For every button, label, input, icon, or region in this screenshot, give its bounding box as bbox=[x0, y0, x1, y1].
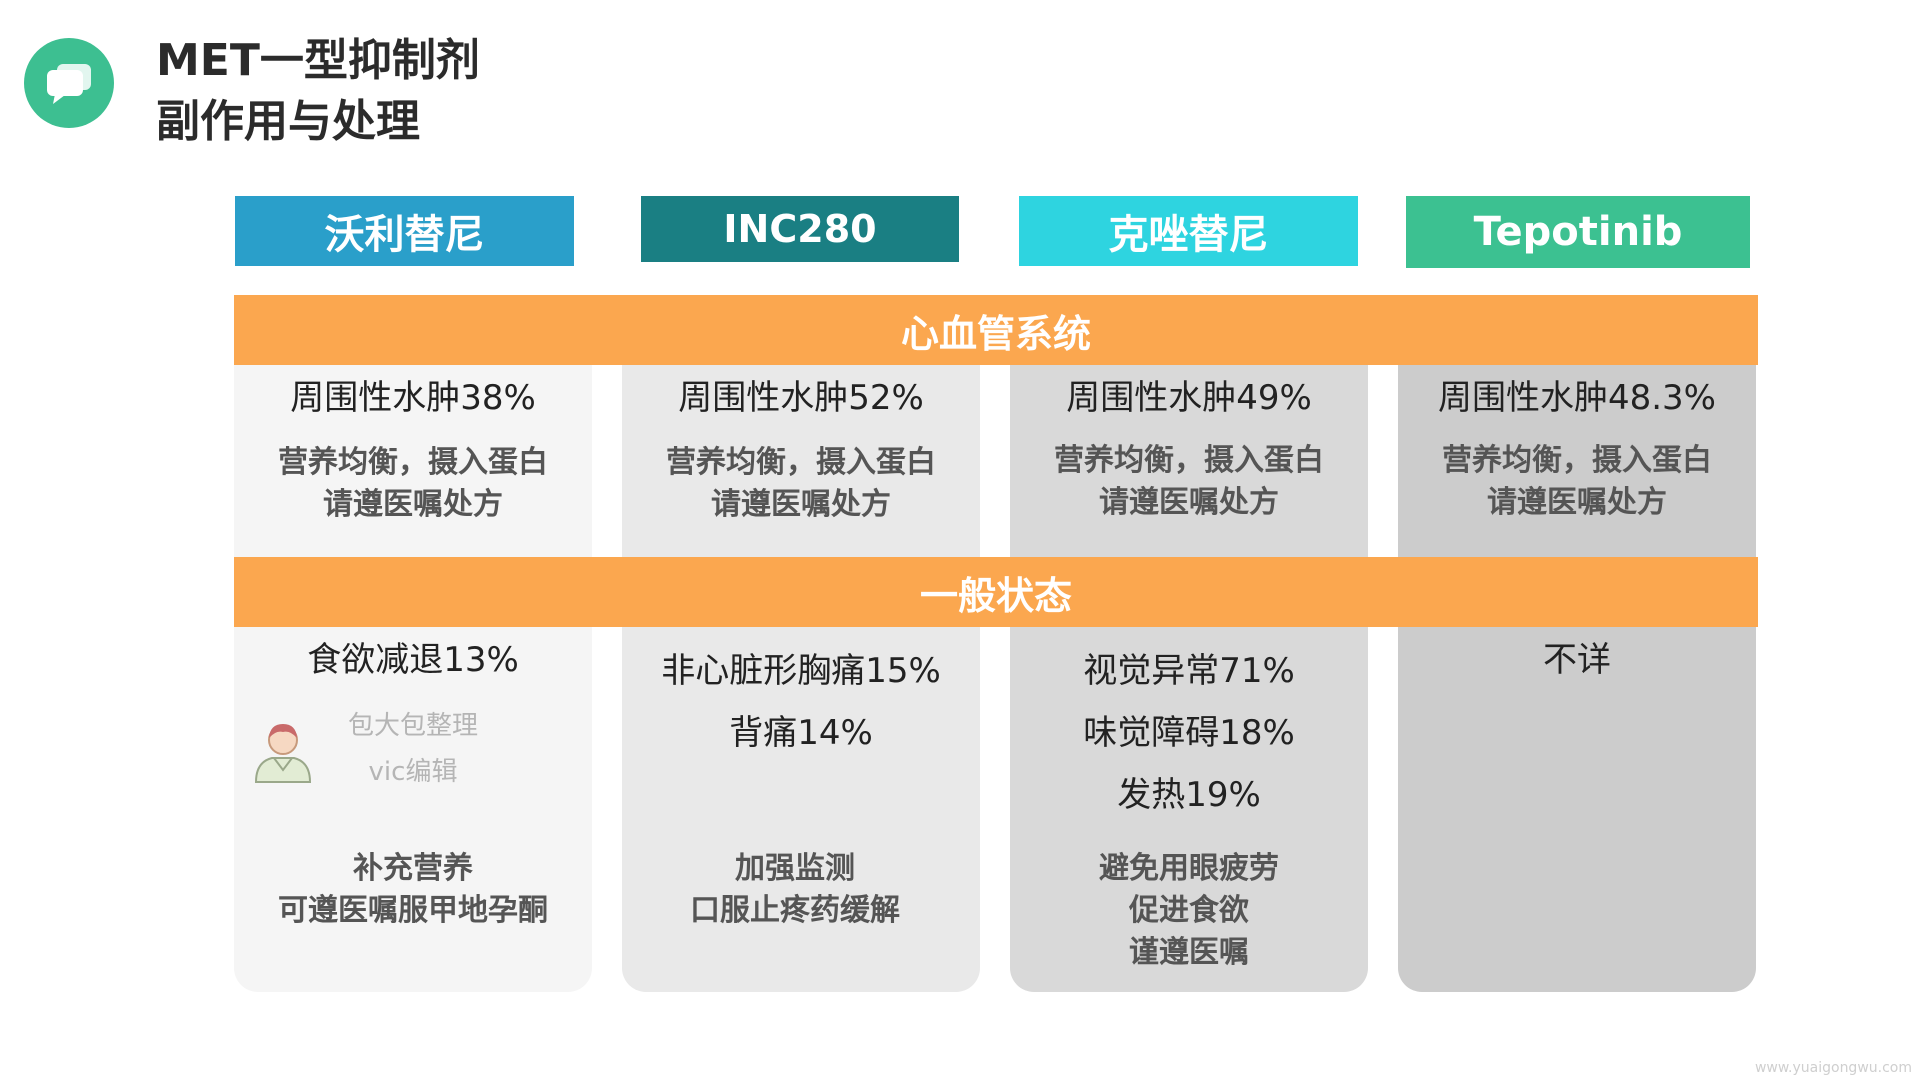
general-advice-crizotinib: 避免用眼疲劳 促进食欲 谨遵医嘱 bbox=[1010, 848, 1368, 974]
cardio-stat-volitinib: 周围性水肿38% bbox=[290, 378, 536, 418]
watermark-line-2: vic编辑 bbox=[368, 757, 458, 787]
advice-line: 营养均衡，摄入蛋白 bbox=[666, 445, 936, 480]
advice-line: 请遵医嘱处方 bbox=[1487, 485, 1667, 520]
advice-line: 可遵医嘱服甲地孕酮 bbox=[278, 893, 548, 928]
advice-line: 避免用眼疲劳 bbox=[1099, 851, 1279, 886]
page-title: MET一型抑制剂 副作用与处理 bbox=[156, 30, 480, 152]
title-line-2: 副作用与处理 bbox=[156, 96, 420, 147]
cardio-stat-inc280: 周围性水肿52% bbox=[678, 378, 924, 418]
stat-line: 不详 bbox=[1543, 640, 1611, 680]
section-band-cardiovascular: 心血管系统 bbox=[234, 295, 1758, 365]
advice-line: 加强监测 bbox=[735, 851, 855, 886]
advice-line: 口服止疼药缓解 bbox=[690, 893, 900, 928]
chat-bubble-icon bbox=[24, 38, 114, 128]
stat-line: 非心脏形胸痛15% bbox=[661, 651, 941, 691]
advice-line: 请遵医嘱处方 bbox=[1099, 485, 1279, 520]
advice-line: 请遵医嘱处方 bbox=[711, 487, 891, 522]
cardio-stat-tepotinib: 周围性水肿48.3% bbox=[1437, 378, 1716, 418]
column-header-crizotinib: 克唑替尼 bbox=[1019, 196, 1358, 266]
cardio-advice-volitinib: 营养均衡，摄入蛋白 请遵医嘱处方 bbox=[234, 442, 592, 526]
site-watermark: www.yuaigongwu.com bbox=[1754, 1060, 1912, 1076]
general-advice-inc280: 加强监测 口服止疼药缓解 bbox=[616, 848, 974, 932]
cardio-stat-crizotinib: 周围性水肿49% bbox=[1066, 378, 1312, 418]
advice-line: 请遵医嘱处方 bbox=[323, 487, 503, 522]
cardio-advice-inc280: 营养均衡，摄入蛋白 请遵医嘱处方 bbox=[622, 442, 980, 526]
general-stats-crizotinib: 视觉异常71% 味觉障碍18% 发热19% bbox=[1010, 640, 1368, 826]
cardio-advice-tepotinib: 营养均衡，摄入蛋白 请遵医嘱处方 bbox=[1398, 440, 1756, 524]
column-bg-tepotinib bbox=[1398, 360, 1756, 992]
advice-line: 营养均衡，摄入蛋白 bbox=[1442, 443, 1712, 478]
column-header-inc280: INC280 bbox=[641, 196, 959, 262]
advice-line: 促进食欲 bbox=[1129, 893, 1249, 928]
advice-line: 营养均衡，摄入蛋白 bbox=[278, 445, 548, 480]
column-bg-crizotinib bbox=[1010, 360, 1368, 992]
column-bg-inc280 bbox=[622, 360, 980, 992]
column-bg-volitinib bbox=[234, 360, 592, 992]
advice-line: 营养均衡，摄入蛋白 bbox=[1054, 443, 1324, 478]
general-stats-volitinib: 食欲减退13% bbox=[234, 640, 592, 680]
general-stats-tepotinib: 不详 bbox=[1398, 640, 1756, 680]
cardio-advice-crizotinib: 营养均衡，摄入蛋白 请遵医嘱处方 bbox=[1010, 440, 1368, 524]
advice-line: 补充营养 bbox=[353, 851, 473, 886]
title-line-1: MET一型抑制剂 bbox=[156, 35, 480, 86]
section-band-general-status: 一般状态 bbox=[234, 557, 1758, 627]
doctor-avatar-icon bbox=[250, 716, 316, 790]
advice-line: 谨遵医嘱 bbox=[1129, 935, 1249, 970]
stat-line: 食欲减退13% bbox=[307, 640, 519, 680]
column-header-volitinib: 沃利替尼 bbox=[235, 196, 574, 266]
watermark-text: 包大包整理 vic编辑 bbox=[234, 708, 592, 790]
watermark-line-1: 包大包整理 bbox=[347, 711, 478, 741]
general-stats-inc280: 非心脏形胸痛15% 背痛14% bbox=[622, 640, 980, 764]
stat-line: 味觉障碍18% bbox=[1083, 713, 1295, 753]
stat-line: 视觉异常71% bbox=[1083, 651, 1295, 691]
general-advice-volitinib: 补充营养 可遵医嘱服甲地孕酮 bbox=[234, 848, 592, 932]
stat-line: 背痛14% bbox=[729, 713, 873, 753]
stat-line: 发热19% bbox=[1117, 775, 1261, 815]
column-header-tepotinib: Tepotinib bbox=[1406, 196, 1750, 268]
